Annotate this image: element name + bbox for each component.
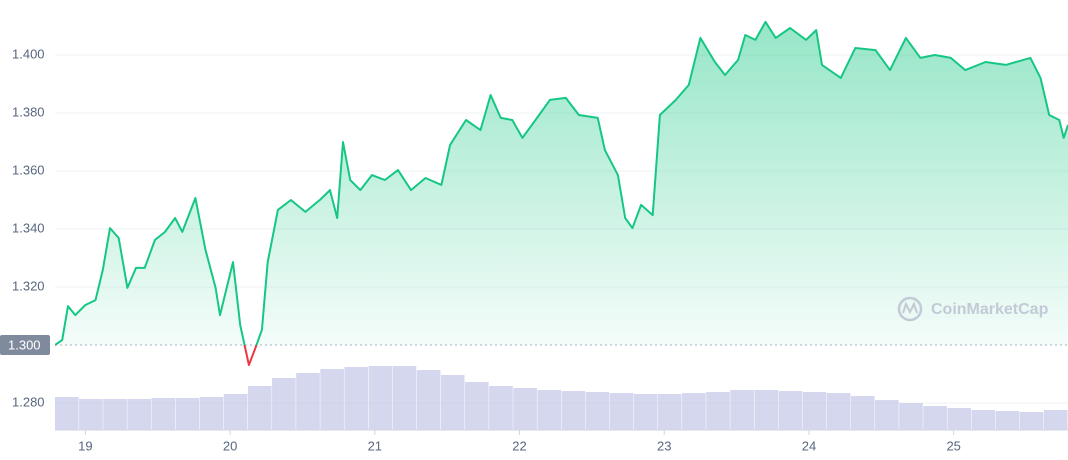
volume-bar (247, 386, 272, 430)
volume-bar (850, 396, 875, 430)
volume-bar (899, 403, 923, 430)
baseline-label: 1.300 (8, 337, 41, 352)
volume-bar (730, 390, 754, 430)
volume-bar (706, 392, 730, 430)
y-tick-label: 1.400 (12, 46, 45, 61)
x-tick-label: 19 (78, 438, 92, 453)
volume-bar (513, 388, 537, 430)
y-tick-label: 1.340 (12, 220, 45, 235)
volume-bar (296, 373, 320, 430)
watermark: CoinMarketCap (931, 301, 1049, 318)
volume-bar (561, 391, 586, 430)
volume-bar (778, 391, 803, 430)
x-tick-label: 22 (512, 438, 526, 453)
x-tick-label: 20 (223, 438, 237, 453)
volume-bar (657, 394, 682, 430)
baseline-label-bg (0, 335, 50, 355)
y-tick-label: 1.380 (12, 104, 45, 119)
volume-bar (1043, 410, 1068, 430)
volume-bar (585, 392, 610, 430)
volume-bar (923, 406, 947, 430)
x-tick-label: 24 (802, 438, 816, 453)
volume-bar (971, 410, 996, 430)
volume-bar (1019, 412, 1044, 430)
area (55, 21, 1068, 345)
volume-bar (633, 394, 658, 430)
volume-bar (995, 411, 1020, 430)
volume-bar (754, 390, 779, 430)
volume-bar (127, 399, 151, 430)
price-line-up (55, 20, 1068, 345)
y-tick-label: 1.320 (12, 278, 45, 293)
x-tick-label: 25 (946, 438, 960, 453)
volume-bar (826, 393, 851, 430)
volume-bar (368, 366, 393, 430)
volume-bar (199, 397, 224, 430)
volume-bar (55, 397, 79, 430)
volume-bar (947, 408, 972, 430)
volume-bar (103, 399, 127, 430)
volume-bar (489, 386, 513, 430)
y-tick-label: 1.360 (12, 162, 45, 177)
watermark-logo (897, 296, 923, 322)
volume-bar (440, 375, 465, 430)
x-tick-label: 23 (657, 438, 671, 453)
volume-bar (802, 392, 827, 430)
volume-bar (465, 382, 489, 430)
volume-bar (682, 393, 706, 430)
volume-bar (272, 378, 296, 430)
volume-bar (320, 369, 344, 430)
volume-bar (79, 399, 103, 430)
watermark-logo-mark (902, 301, 918, 315)
volume-bar (875, 400, 899, 430)
volume-bar (537, 390, 561, 430)
volume-bar (175, 398, 200, 430)
y-tick-label: 1.280 (12, 394, 45, 409)
volume-bar (223, 394, 248, 430)
volume-bar (344, 367, 369, 430)
volume-bar (416, 370, 441, 430)
x-tick-label: 21 (368, 438, 382, 453)
volume-bar (392, 366, 417, 430)
volume-bar (609, 393, 634, 430)
volume-bar (151, 398, 176, 430)
